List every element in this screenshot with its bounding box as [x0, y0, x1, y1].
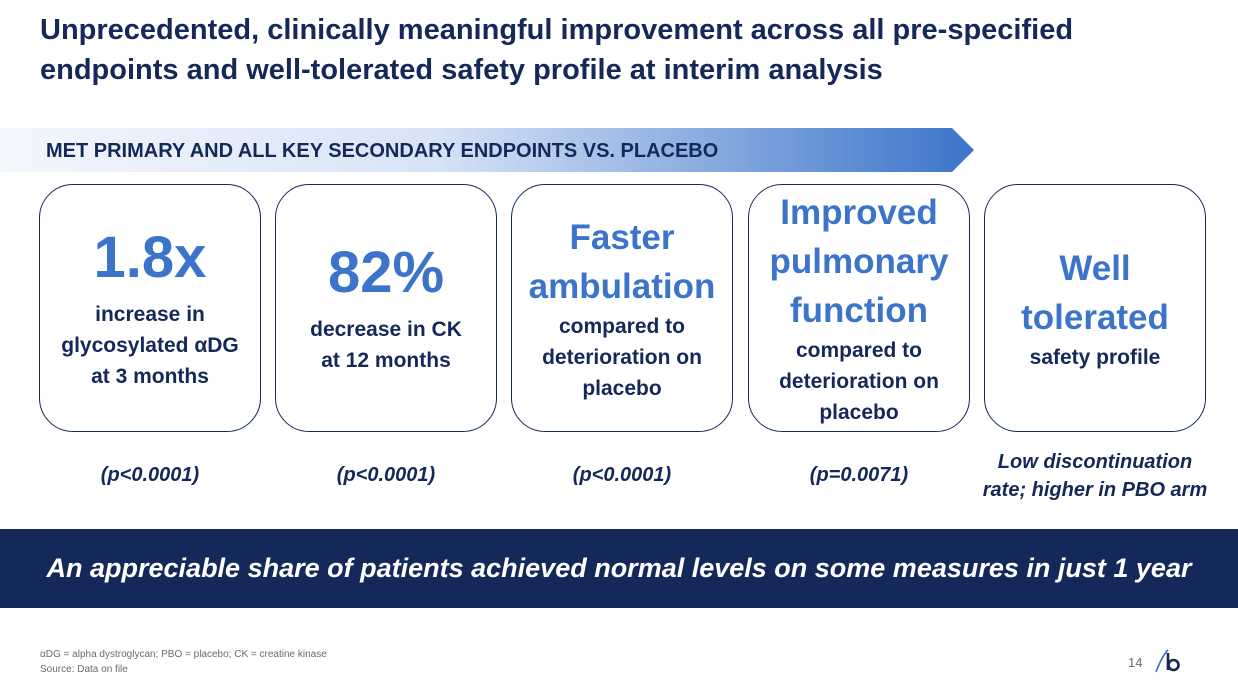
- key-message-banner: An appreciable share of patients achieve…: [0, 529, 1238, 608]
- slide-title-line-2: endpoints and well-tolerated safety prof…: [40, 54, 883, 86]
- endpoint-card-glycosylation: 1.8x increase in glycosylated αDG at 3 m…: [39, 184, 261, 432]
- card-detail-line: increase in: [95, 302, 205, 326]
- card-detail-line: placebo: [819, 401, 899, 424]
- card-headline: Faster: [569, 217, 675, 257]
- card-detail-line: placebo: [582, 376, 662, 400]
- banner-label: MET PRIMARY AND ALL KEY SECONDARY ENDPOI…: [46, 140, 719, 162]
- card-detail-line: deterioration on: [779, 370, 939, 393]
- p-value-ambulation: (p<0.0001): [511, 461, 733, 489]
- card-headline: 1.8x: [93, 224, 207, 290]
- p-value-line: (p=0.0071): [809, 464, 909, 486]
- p-value-glycosylation: (p<0.0001): [39, 461, 261, 489]
- card-headline: Improved: [780, 193, 938, 232]
- safety-note: Low discontinuation rate; higher in PBO …: [974, 448, 1216, 504]
- card-detail-line: deterioration on: [542, 345, 702, 369]
- card-headline: 82%: [327, 240, 445, 305]
- endpoint-card-ck: 82% decrease in CK at 12 months: [275, 184, 497, 432]
- endpoint-card-safety: Well tolerated safety profile: [984, 184, 1206, 432]
- card-headline: pulmonary: [769, 242, 949, 281]
- p-value-line: (p<0.0001): [336, 464, 436, 486]
- banner-arrow-shape: [0, 128, 974, 172]
- endpoint-card-pulmonary: Improved pulmonary function compared to …: [748, 184, 970, 432]
- slide-title: Unprecedented, clinically meaningful imp…: [40, 10, 1200, 90]
- page-number: 14: [1128, 655, 1143, 670]
- p-value-pulmonary: (p=0.0071): [748, 461, 970, 489]
- card-detail-line: compared to: [558, 314, 686, 338]
- card-detail-line: glycosylated αDG: [61, 333, 239, 357]
- card-headline: Well: [1059, 248, 1131, 288]
- source-footnote: Source: Data on file: [40, 664, 128, 675]
- card-headline: function: [789, 291, 929, 330]
- card-headline: tolerated: [1021, 297, 1169, 337]
- key-message-text: An appreciable share of patients achieve…: [46, 553, 1192, 583]
- card-detail-line: at 3 months: [91, 364, 209, 388]
- safety-note-line: rate; higher in PBO arm: [982, 479, 1208, 501]
- card-detail-line: safety profile: [1029, 345, 1161, 369]
- card-detail-line: compared to: [795, 339, 923, 362]
- card-headline: ambulation: [528, 266, 716, 306]
- abbreviations-footnote: αDG = alpha dystroglycan; PBO = placebo;…: [40, 649, 327, 660]
- card-detail-line: at 12 months: [321, 349, 451, 372]
- safety-note-line: Low discontinuation: [997, 451, 1193, 473]
- p-value-ck: (p<0.0001): [275, 461, 497, 489]
- endpoints-banner: MET PRIMARY AND ALL KEY SECONDARY ENDPOI…: [0, 128, 974, 172]
- company-logo-icon: [1154, 648, 1184, 674]
- p-value-line: (p<0.0001): [572, 464, 672, 486]
- card-detail-line: decrease in CK: [310, 318, 462, 341]
- endpoint-card-ambulation: Faster ambulation compared to deteriorat…: [511, 184, 733, 432]
- slide-title-line-1: Unprecedented, clinically meaningful imp…: [40, 14, 1074, 46]
- p-value-line: (p<0.0001): [100, 464, 200, 486]
